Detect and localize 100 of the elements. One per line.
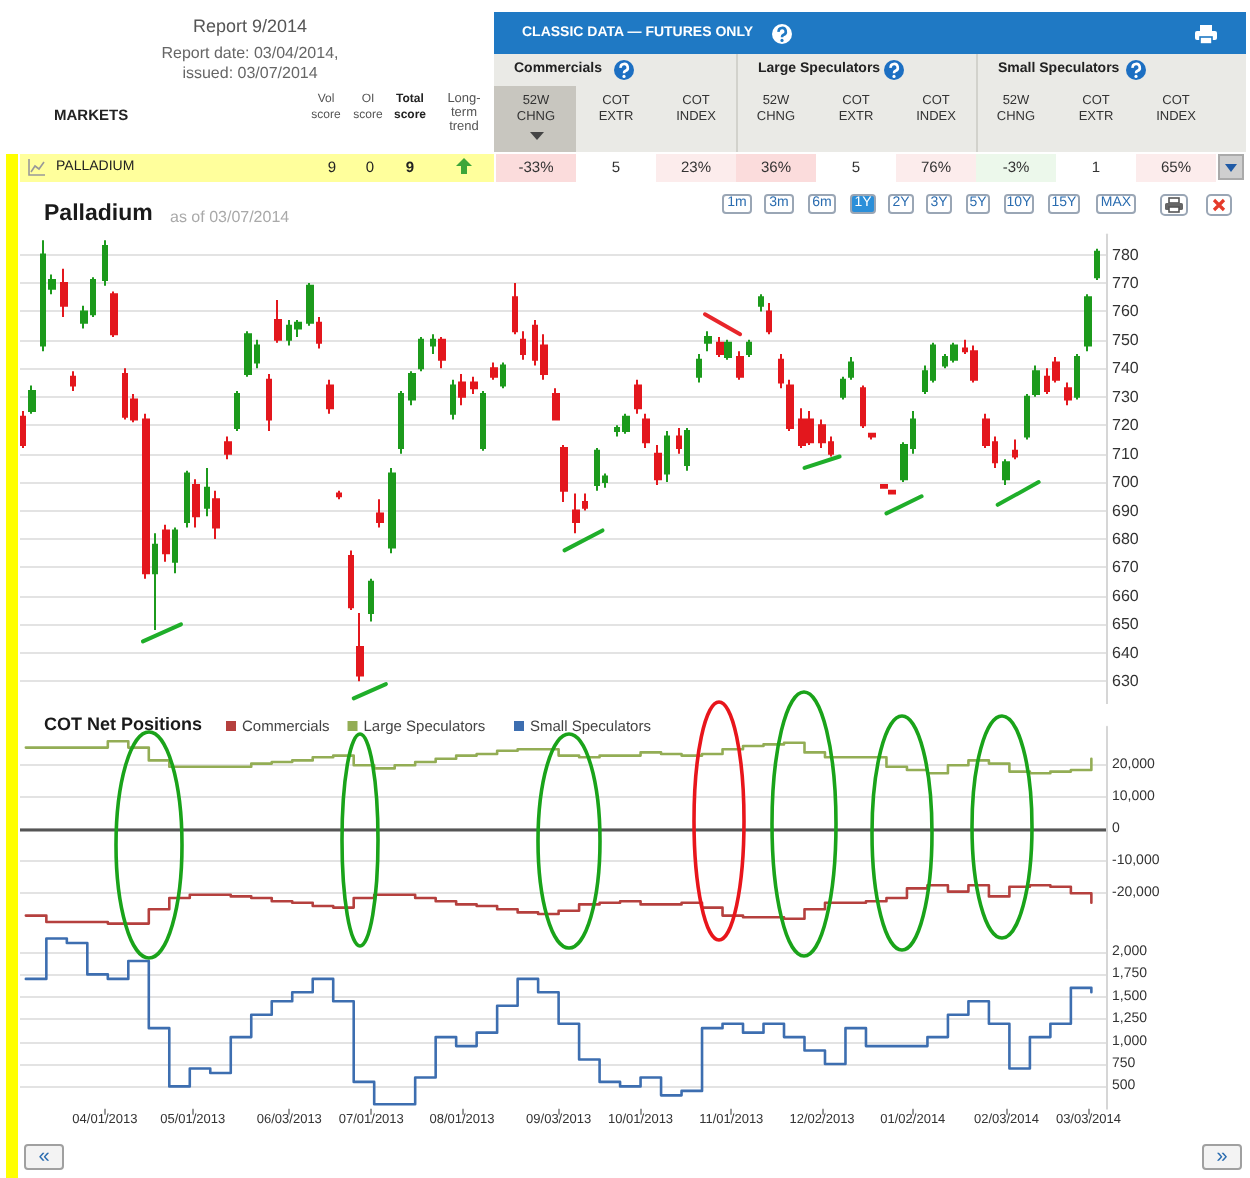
candlestick (552, 387, 560, 421)
candlestick (348, 549, 354, 612)
candlestick (450, 378, 456, 421)
y-tick-label: 730 (1112, 387, 1140, 406)
candlestick (1024, 392, 1030, 441)
candlestick (582, 492, 588, 512)
y-tick-label: 740 (1112, 359, 1140, 378)
candlestick (172, 526, 178, 575)
candlestick (806, 409, 814, 447)
candlestick (152, 532, 158, 632)
candlestick (520, 330, 526, 361)
candlestick (336, 489, 342, 501)
y-tick-label: 690 (1112, 501, 1140, 520)
candlestick (1012, 438, 1018, 461)
candlestick (212, 489, 220, 540)
candlestick (840, 375, 846, 401)
candlestick (736, 350, 744, 381)
candlestick (430, 333, 436, 356)
text: Report 9/2014 (190, 16, 310, 38)
y-tick-label: 650 (1112, 615, 1140, 634)
candlestick (716, 336, 724, 358)
candlestick (970, 344, 978, 384)
candlestick (684, 427, 690, 472)
candlestick (20, 409, 26, 449)
y-tick-label: 720 (1112, 416, 1140, 435)
candlestick (704, 330, 712, 353)
candlestick (266, 373, 272, 432)
candlestick (860, 384, 866, 430)
candlestick (162, 523, 170, 563)
candlestick (1094, 247, 1100, 282)
candlestick (676, 427, 682, 455)
candlestick (28, 384, 36, 415)
candlestick (244, 330, 252, 378)
candlestick (234, 390, 240, 432)
candlestick (786, 378, 794, 432)
candlestick (142, 412, 150, 580)
candlestick (110, 290, 118, 339)
y-tick-label: 680 (1112, 530, 1140, 548)
candlestick (480, 390, 486, 452)
y-tick-label: 640 (1112, 643, 1140, 662)
candlestick (642, 412, 650, 449)
candlestick (418, 336, 424, 373)
candlestick (512, 281, 518, 336)
candlestick (1032, 364, 1040, 398)
candlestick (316, 316, 322, 350)
candlestick (1084, 293, 1092, 353)
y-tick-label: 660 (1112, 586, 1140, 605)
candlestick (398, 390, 404, 455)
text: Report date: 03/04/2014, issued: 03/07/2014 (159, 44, 341, 84)
candlestick (778, 353, 784, 390)
candlestick (192, 478, 200, 529)
candlestick (622, 412, 630, 435)
candlestick (306, 281, 314, 327)
chart-title: COT Net Positions (44, 714, 203, 734)
candlestick (294, 318, 302, 339)
y-tick-label: 670 (1112, 558, 1140, 577)
candlestick (798, 407, 806, 449)
candlestick (634, 378, 642, 415)
chart-subtitle: as of 03/07/2014 (170, 208, 291, 226)
y-tick-label: 760 (1112, 302, 1140, 321)
candlestick (950, 341, 958, 364)
candlestick (664, 429, 670, 484)
candlestick (594, 446, 600, 492)
candlestick (1064, 381, 1072, 407)
candlestick (438, 336, 446, 370)
candlestick (654, 444, 662, 486)
candlestick (470, 375, 478, 395)
page-button: » (1202, 1144, 1242, 1170)
candlestick (1002, 458, 1010, 486)
candlestick (70, 370, 76, 393)
candlestick (490, 361, 498, 381)
candlestick (60, 267, 68, 319)
candlestick (1074, 353, 1080, 401)
y-tick-label: 780 (1112, 245, 1140, 264)
y-tick-label: 700 (1112, 473, 1140, 492)
candlestick (224, 435, 232, 461)
candlestick (766, 301, 772, 336)
page-button: « (24, 1144, 64, 1170)
candlestick (572, 492, 580, 535)
chart-title: Palladium (44, 202, 153, 226)
candlestick (388, 466, 396, 555)
candlestick (848, 355, 854, 381)
y-tick-label: 630 (1112, 672, 1140, 691)
candlestick (184, 469, 190, 529)
candlestick (746, 338, 752, 358)
candlestick (376, 498, 384, 529)
candlestick (368, 577, 374, 623)
candlestick (868, 432, 876, 441)
candlestick (408, 370, 416, 407)
candlestick (880, 483, 888, 489)
candlestick (458, 373, 466, 407)
y-tick-label: 710 (1112, 444, 1140, 463)
candlestick (818, 418, 826, 449)
y-tick-label: 770 (1112, 273, 1140, 292)
y-tick-label: 750 (1112, 330, 1140, 349)
candlestick (102, 239, 108, 287)
candlestick (696, 353, 702, 384)
candlestick (888, 489, 896, 495)
candlestick (500, 361, 506, 390)
candlestick (560, 444, 568, 504)
